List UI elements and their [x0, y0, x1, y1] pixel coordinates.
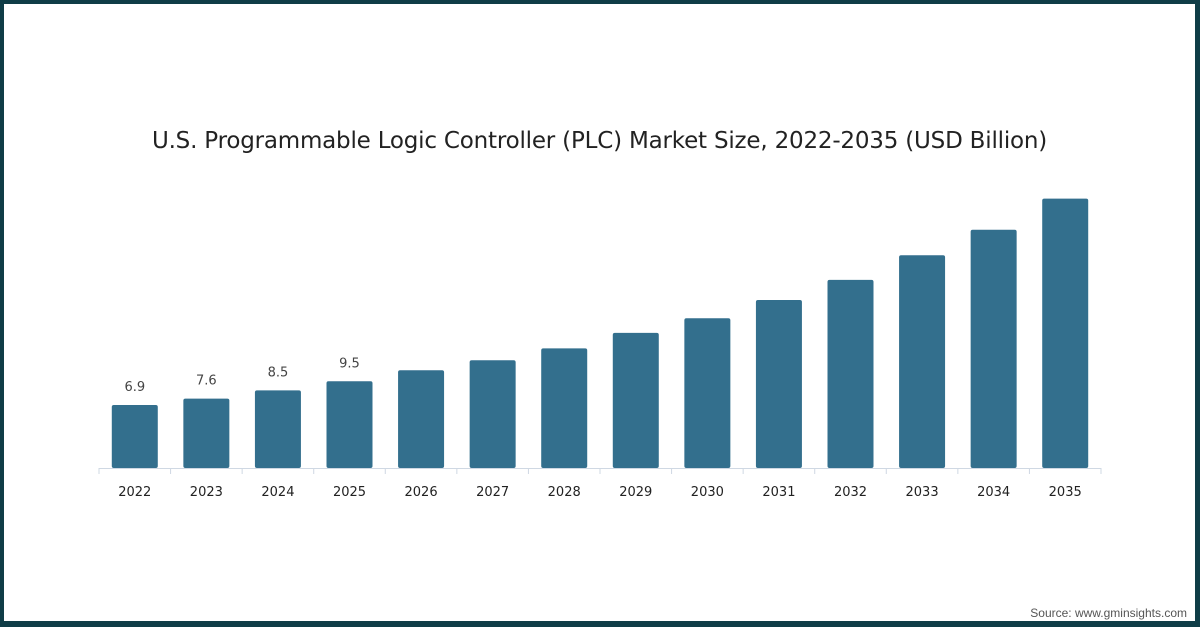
bar-2032 — [827, 279, 874, 468]
bar-2034 — [970, 229, 1017, 468]
x-tick-label: 2035 — [1049, 485, 1082, 500]
bar-2024 — [254, 390, 301, 468]
bar-2035 — [1042, 198, 1089, 469]
bar-2033 — [899, 255, 946, 468]
bar-chart: 2022 6.9 2023 7.6 2024 8.5 2025 9.5 2026 2027 2028… — [98, 198, 1102, 500]
x-tick-label: 2025 — [333, 485, 366, 500]
bar-2030 — [684, 318, 731, 468]
bar-2023 — [183, 398, 230, 468]
bar-2031 — [755, 300, 802, 468]
x-tick-label: 2022 — [118, 485, 151, 500]
x-tick-label: 2023 — [190, 485, 223, 500]
x-tick-label: 2028 — [548, 485, 581, 500]
source-text: Source: www.gminsights.com — [1030, 606, 1187, 620]
x-tick-label: 2033 — [906, 485, 939, 500]
chart-frame: U.S. Programmable Logic Controller (PLC)… — [4, 4, 1195, 621]
bar-2029 — [612, 332, 659, 468]
bar-2022 — [111, 405, 158, 468]
x-tick-label: 2024 — [261, 485, 294, 500]
data-label: 8.5 — [268, 365, 289, 380]
data-label: 7.6 — [196, 374, 217, 389]
chart-title: U.S. Programmable Logic Controller (PLC)… — [151, 128, 1048, 154]
data-label: 6.9 — [124, 380, 145, 395]
bar-2026 — [398, 370, 445, 468]
x-tick-label: 2034 — [977, 485, 1010, 500]
bar-2027 — [469, 360, 516, 468]
x-tick-label: 2026 — [405, 485, 438, 500]
x-tick-label: 2032 — [834, 485, 867, 500]
x-tick-label: 2031 — [762, 485, 795, 500]
x-tick-label: 2027 — [476, 485, 509, 500]
x-tick-label: 2030 — [691, 485, 724, 500]
data-label: 9.5 — [339, 356, 360, 371]
bar-2028 — [541, 348, 588, 468]
x-tick-label: 2029 — [619, 485, 652, 500]
bar-2025 — [326, 381, 373, 468]
